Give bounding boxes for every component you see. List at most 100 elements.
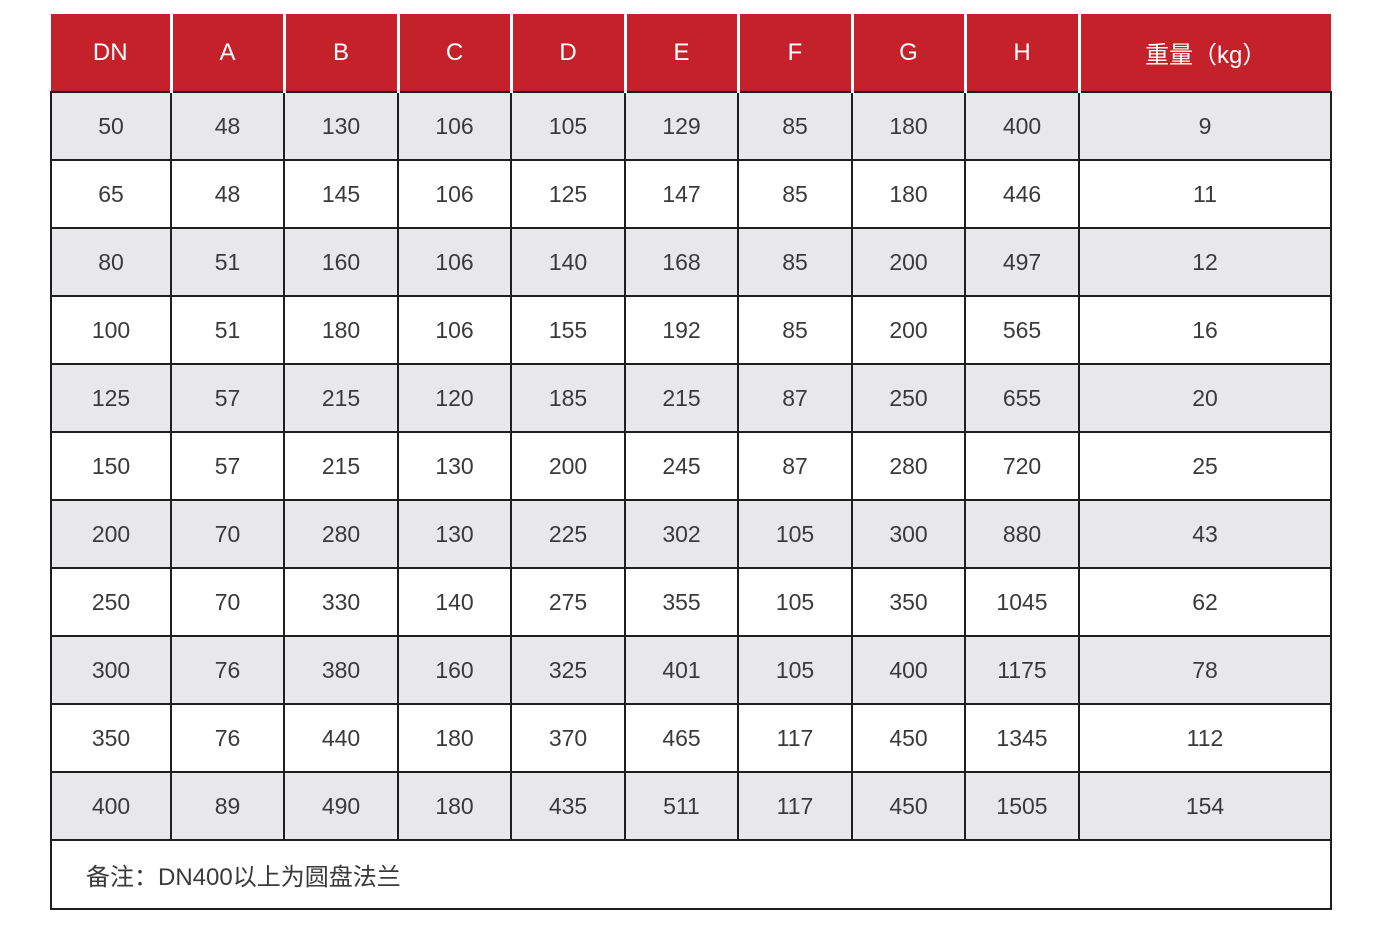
table-cell: 48 <box>170 91 285 161</box>
column-header: E <box>625 14 740 92</box>
table-cell: 400 <box>851 635 966 705</box>
table-cell: 70 <box>170 567 285 637</box>
table-cell: 130 <box>397 431 512 501</box>
table-cell: 51 <box>170 295 285 365</box>
table-cell: 150 <box>50 431 172 501</box>
table-cell: 106 <box>397 91 512 161</box>
table-cell: 250 <box>851 363 966 433</box>
table-cell: 350 <box>851 567 966 637</box>
table-cell: 25 <box>1078 431 1332 501</box>
table-cell: 180 <box>397 703 512 773</box>
table-cell: 330 <box>283 567 399 637</box>
column-header: H <box>965 14 1081 92</box>
table-cell: 85 <box>737 295 853 365</box>
table-cell: 192 <box>624 295 739 365</box>
table-cell: 450 <box>851 703 966 773</box>
table-cell: 147 <box>624 159 739 229</box>
table-cell: 250 <box>50 567 172 637</box>
table-cell: 435 <box>510 771 626 841</box>
column-header: G <box>852 14 967 92</box>
table-cell: 465 <box>624 703 739 773</box>
table-row: 350 76 440 180 370 465 117 450 1345 112 <box>50 703 1332 773</box>
table-cell: 51 <box>170 227 285 297</box>
table-cell: 48 <box>170 159 285 229</box>
table-cell: 85 <box>737 91 853 161</box>
table-cell: 720 <box>964 431 1080 501</box>
table-cell: 117 <box>737 703 853 773</box>
table-row: 100 51 180 106 155 192 85 200 565 16 <box>50 295 1332 365</box>
table-cell: 350 <box>50 703 172 773</box>
table-cell: 565 <box>964 295 1080 365</box>
table-cell: 497 <box>964 227 1080 297</box>
table-row: 65 48 145 106 125 147 85 180 446 11 <box>50 159 1332 229</box>
table-cell: 1345 <box>964 703 1080 773</box>
table-cell: 100 <box>50 295 172 365</box>
table-cell: 200 <box>510 431 626 501</box>
table-row: 200 70 280 130 225 302 105 300 880 43 <box>50 499 1332 569</box>
table-cell: 65 <box>50 159 172 229</box>
table-cell: 129 <box>624 91 739 161</box>
table-cell: 180 <box>851 91 966 161</box>
table-cell: 355 <box>624 567 739 637</box>
table-cell: 168 <box>624 227 739 297</box>
table-cell: 125 <box>50 363 172 433</box>
column-header: B <box>284 14 400 92</box>
table-cell: 275 <box>510 567 626 637</box>
table-cell: 511 <box>624 771 739 841</box>
table-cell: 300 <box>851 499 966 569</box>
table-cell: 1505 <box>964 771 1080 841</box>
table-cell: 280 <box>283 499 399 569</box>
table-cell: 87 <box>737 363 853 433</box>
table-row: 125 57 215 120 185 215 87 250 655 20 <box>50 363 1332 433</box>
column-header: 重量（kg） <box>1079 14 1331 92</box>
table-cell: 200 <box>851 227 966 297</box>
table-cell: 57 <box>170 363 285 433</box>
table-footer: 备注：DN400以上为圆盘法兰 <box>50 839 1332 910</box>
table-cell: 120 <box>397 363 512 433</box>
table-cell: 145 <box>283 159 399 229</box>
table-cell: 85 <box>737 227 853 297</box>
table-cell: 440 <box>283 703 399 773</box>
table-cell: 1045 <box>964 567 1080 637</box>
table-cell: 155 <box>510 295 626 365</box>
table-cell: 1175 <box>964 635 1080 705</box>
table-row: 250 70 330 140 275 355 105 350 1045 62 <box>50 567 1332 637</box>
table-cell: 130 <box>283 91 399 161</box>
table-cell: 325 <box>510 635 626 705</box>
table-cell: 105 <box>510 91 626 161</box>
table-cell: 76 <box>170 703 285 773</box>
table-cell: 200 <box>851 295 966 365</box>
table-cell: 215 <box>283 363 399 433</box>
table-cell: 78 <box>1078 635 1332 705</box>
table-cell: 160 <box>397 635 512 705</box>
column-header: DN <box>51 14 173 92</box>
table-cell: 89 <box>170 771 285 841</box>
table-cell: 450 <box>851 771 966 841</box>
table-cell: 225 <box>510 499 626 569</box>
table-cell: 117 <box>737 771 853 841</box>
table-cell: 401 <box>624 635 739 705</box>
table-cell: 57 <box>170 431 285 501</box>
table-cell: 105 <box>737 635 853 705</box>
table-cell: 185 <box>510 363 626 433</box>
table-cell: 200 <box>50 499 172 569</box>
table-cell: 87 <box>737 431 853 501</box>
table-cell: 245 <box>624 431 739 501</box>
table-cell: 62 <box>1078 567 1332 637</box>
table-row: 400 89 490 180 435 511 117 450 1505 154 <box>50 771 1332 841</box>
table-cell: 880 <box>964 499 1080 569</box>
dimension-spec-table: DN A B C D E F G H 重量（kg） 50 48 130 106 105 129 85 180 40… <box>50 14 1332 910</box>
table-cell: 490 <box>283 771 399 841</box>
table-cell: 9 <box>1078 91 1332 161</box>
column-header: A <box>171 14 286 92</box>
header-row: DN A B C D E F G H 重量（kg） <box>51 14 1331 92</box>
table-cell: 370 <box>510 703 626 773</box>
table-header: DN A B C D E F G H 重量（kg） <box>51 14 1331 92</box>
table-cell: 112 <box>1078 703 1332 773</box>
table-cell: 106 <box>397 227 512 297</box>
table-cell: 16 <box>1078 295 1332 365</box>
table-row: 80 51 160 106 140 168 85 200 497 12 <box>50 227 1332 297</box>
table-cell: 180 <box>283 295 399 365</box>
table-cell: 130 <box>397 499 512 569</box>
table-cell: 400 <box>964 91 1080 161</box>
